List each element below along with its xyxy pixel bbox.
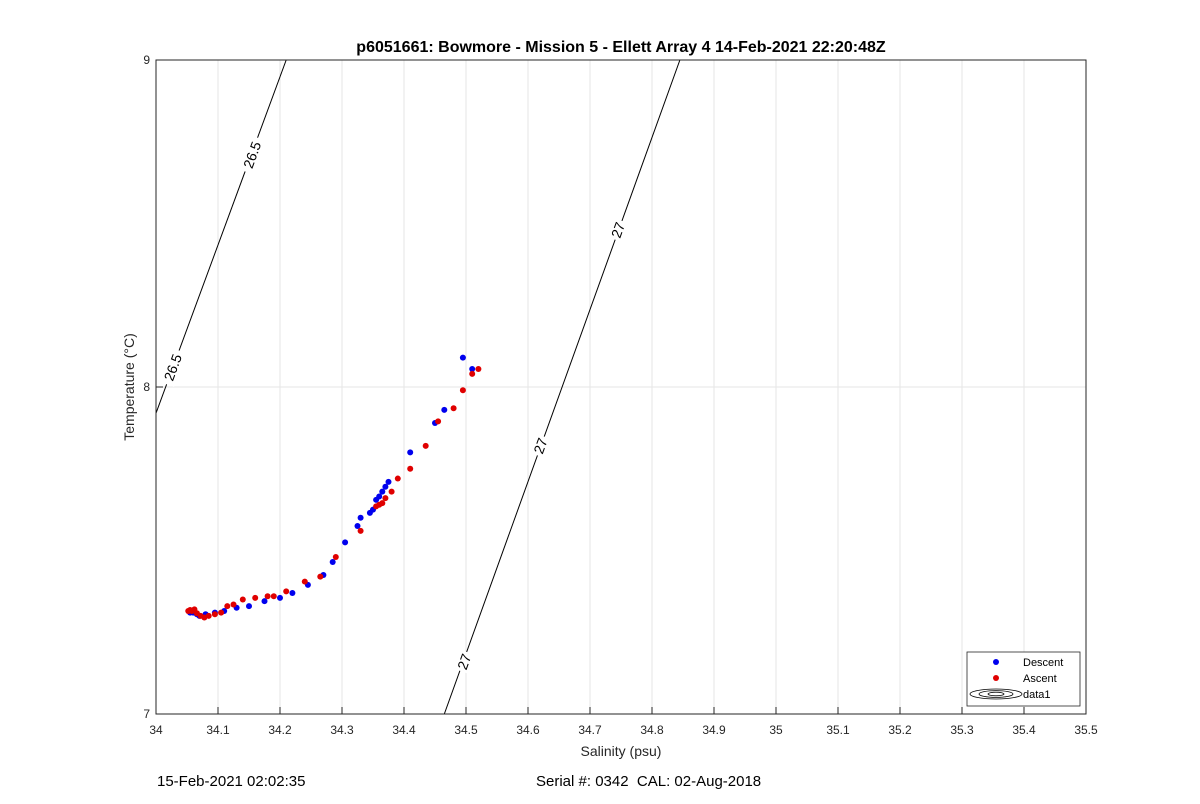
ascent-point — [379, 500, 386, 507]
contour-label-text: 27 — [608, 220, 628, 240]
ascent-point — [382, 495, 389, 502]
x-tick-label: 35.5 — [1074, 723, 1098, 737]
footer-timestamp: 15-Feb-2021 02:02:35 — [157, 773, 306, 790]
y-axis-ticks: 7 8 9 — [143, 53, 163, 721]
y-axis-label: Temperature (°C) — [121, 333, 137, 441]
legend: Descent Ascent data1 — [966, 651, 1081, 707]
x-tick-label: 35.2 — [888, 723, 912, 737]
contour-label: 27 — [529, 433, 552, 458]
descent-point — [354, 522, 361, 529]
ascent-point — [407, 465, 414, 472]
ascent-point — [218, 609, 225, 616]
x-tick-label: 35.3 — [950, 723, 974, 737]
x-tick-label: 34.6 — [516, 723, 540, 737]
legend-descent-label: Descent — [1023, 657, 1063, 669]
x-tick-label: 35 — [769, 723, 783, 737]
ascent-point — [252, 594, 259, 601]
legend-contour-icon — [969, 688, 1023, 700]
x-tick-label: 34.5 — [454, 723, 478, 737]
descent-point — [261, 598, 268, 605]
descent-point — [246, 603, 252, 610]
descent-point — [469, 366, 476, 373]
descent-point — [376, 493, 383, 500]
legend-descent-marker — [993, 659, 999, 665]
descent-point — [407, 449, 414, 456]
chart-title: p6051661: Bowmore - Mission 5 - Ellett A… — [356, 39, 886, 56]
ascent-point — [459, 387, 466, 394]
descent-point — [342, 539, 349, 546]
x-tick-label: 35.4 — [1012, 723, 1036, 737]
x-tick-label: 34.8 — [640, 723, 664, 737]
x-tick-label: 34.1 — [206, 723, 230, 737]
ascent-point — [230, 601, 237, 608]
legend-data1-label: data1 — [1023, 689, 1051, 701]
ascent-point — [450, 405, 457, 412]
contour-label-bg — [606, 217, 629, 243]
x-tick-label: 34.7 — [578, 723, 602, 737]
contour-label-bg — [159, 347, 187, 388]
ascent-point — [211, 611, 218, 618]
x-axis-label: Salinity (psu) — [581, 743, 662, 759]
contour-label-text: 27 — [454, 651, 474, 671]
ascent-point — [264, 593, 271, 600]
ascent-point — [283, 588, 290, 595]
contour-label-bg — [238, 135, 266, 175]
ascent-point — [422, 442, 429, 449]
ascent-series — [185, 366, 482, 621]
x-tick-label: 34 — [149, 723, 163, 737]
contour-label-bg — [453, 649, 476, 674]
x-axis-ticks: 34 34.1 34.2 34.3 34.4 34.5 34.6 34.7 34.8 34.9 35… — [149, 707, 1098, 737]
descent-point — [357, 514, 364, 521]
contour-label-text: 27 — [530, 436, 550, 456]
contour-label: 27 — [606, 217, 629, 243]
ascent-point — [332, 554, 339, 561]
ascent-point — [435, 418, 442, 425]
ascent-point — [239, 596, 246, 603]
descent-point — [379, 488, 386, 495]
descent-point — [459, 354, 466, 361]
ascent-point — [301, 578, 308, 585]
ascent-point — [357, 527, 364, 534]
ascent-point — [270, 593, 277, 600]
descent-point — [277, 594, 283, 601]
x-tick-label: 34.2 — [268, 723, 292, 737]
contour-line-27 — [443, 60, 681, 714]
x-tick-label: 34.3 — [330, 723, 354, 737]
ascent-point — [205, 612, 212, 619]
descent-point — [382, 483, 389, 490]
ascent-point — [394, 475, 401, 482]
descent-point — [441, 406, 448, 413]
y-tick-label: 7 — [143, 707, 150, 721]
contour-label-bg — [529, 433, 552, 458]
x-tick-label: 34.9 — [702, 723, 726, 737]
footer-serial-cal: Serial #: 0342 CAL: 02-Aug-2018 — [536, 773, 762, 790]
ascent-point — [388, 488, 395, 495]
descent-point — [289, 590, 296, 597]
y-tick-label: 8 — [143, 380, 150, 394]
x-tick-label: 34.4 — [392, 723, 416, 737]
y-tick-label: 9 — [143, 53, 150, 67]
x-tick-label: 35.1 — [826, 723, 850, 737]
ascent-point — [317, 573, 324, 580]
descent-point — [385, 478, 392, 485]
ascent-point — [469, 370, 476, 377]
grid-lines — [156, 60, 1086, 714]
legend-ascent-marker — [993, 675, 999, 681]
ascent-point — [475, 366, 482, 373]
ascent-point — [224, 603, 231, 610]
legend-ascent-label: Ascent — [1023, 673, 1057, 685]
descent-point — [329, 558, 336, 565]
contour-label: 27 — [453, 649, 476, 674]
